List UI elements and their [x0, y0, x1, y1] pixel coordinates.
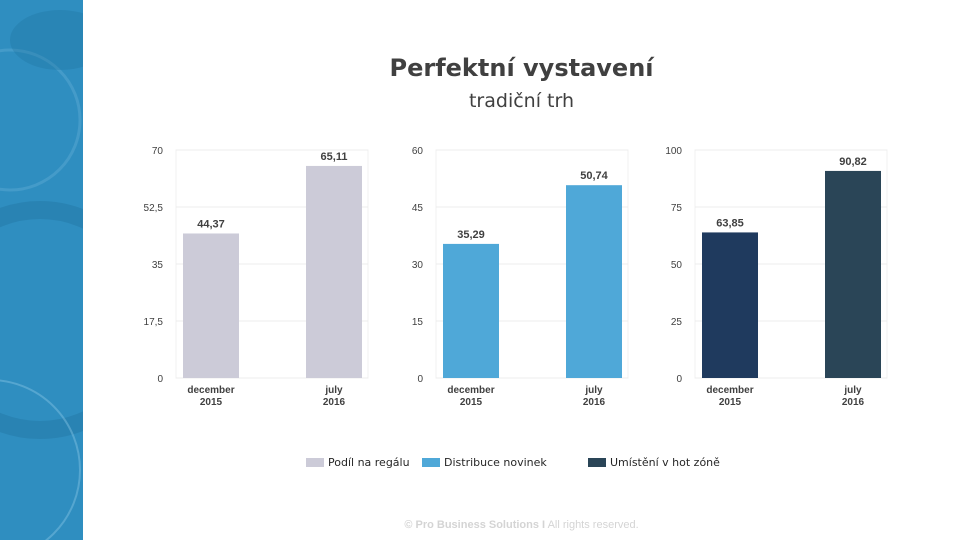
legend-label: Podíl na regálu — [328, 456, 410, 469]
x-category-label: 2015 — [200, 397, 223, 408]
bar-value-label: 44,37 — [197, 218, 225, 230]
x-category-label: 2015 — [460, 397, 483, 408]
y-tick-label: 52,5 — [144, 203, 164, 214]
legend-item-shelf-share: Podíl na regálu — [306, 456, 410, 469]
x-category-label: december — [706, 385, 753, 396]
legend-label: Umístění v hot zóně — [610, 456, 720, 469]
y-tick-label: 100 — [665, 146, 682, 157]
bar — [306, 165, 362, 378]
x-category-label: 2016 — [323, 397, 346, 408]
y-tick-label: 75 — [671, 203, 683, 214]
x-category-label: july — [584, 385, 603, 396]
x-category-label: 2016 — [583, 397, 606, 408]
legend-label: Distribuce novinek — [444, 456, 547, 469]
y-tick-label: 30 — [412, 260, 424, 271]
x-category-label: december — [447, 385, 494, 396]
legend-swatch — [306, 458, 324, 467]
decorative-side-band — [0, 0, 83, 540]
y-tick-label: 17,5 — [144, 317, 164, 328]
legend-swatch — [422, 458, 440, 467]
y-tick-label: 0 — [417, 374, 423, 385]
x-category-label: 2016 — [842, 397, 865, 408]
slide-title: Perfektní vystavení — [389, 54, 654, 82]
footer-brand: © Pro Business Solutions — [404, 519, 539, 531]
bar — [443, 243, 499, 378]
bar — [702, 232, 758, 378]
bar — [566, 185, 622, 378]
y-tick-label: 35 — [152, 260, 164, 271]
bar-value-label: 65,11 — [321, 151, 348, 163]
bar-value-label: 50,74 — [580, 170, 608, 182]
bar-value-label: 90,82 — [839, 156, 867, 168]
x-category-label: 2015 — [719, 397, 742, 408]
x-category-label: december — [187, 385, 234, 396]
bar-value-label: 35,29 — [457, 229, 485, 241]
bar — [183, 233, 239, 378]
y-tick-label: 70 — [152, 146, 164, 157]
side-band-pattern — [0, 10, 83, 540]
bar-value-label: 63,85 — [716, 217, 744, 229]
y-tick-label: 25 — [671, 317, 683, 328]
bar — [825, 170, 881, 378]
legend-swatch — [588, 458, 606, 467]
legend-item-novelty-distribution: Distribuce novinek — [422, 456, 547, 469]
x-category-label: july — [324, 385, 343, 396]
bar-charts: 017,53552,57044,37december201565,11july2… — [144, 146, 888, 408]
y-tick-label: 50 — [671, 260, 683, 271]
x-category-label: july — [843, 385, 862, 396]
footer-separator: I — [542, 519, 546, 531]
footer: © Pro Business Solutions I All rights re… — [83, 519, 960, 531]
y-tick-label: 0 — [157, 374, 163, 385]
y-tick-label: 15 — [412, 317, 424, 328]
slide-subtitle: tradiční trh — [468, 90, 575, 112]
y-tick-label: 0 — [676, 374, 682, 385]
y-tick-label: 60 — [412, 146, 424, 157]
legend: Podíl na regálu Distribuce novinek Umíst… — [0, 456, 960, 476]
legend-item-hot-zone: Umístění v hot zóně — [588, 456, 720, 469]
y-tick-label: 45 — [412, 203, 424, 214]
footer-rights: All rights reserved. — [547, 519, 639, 531]
